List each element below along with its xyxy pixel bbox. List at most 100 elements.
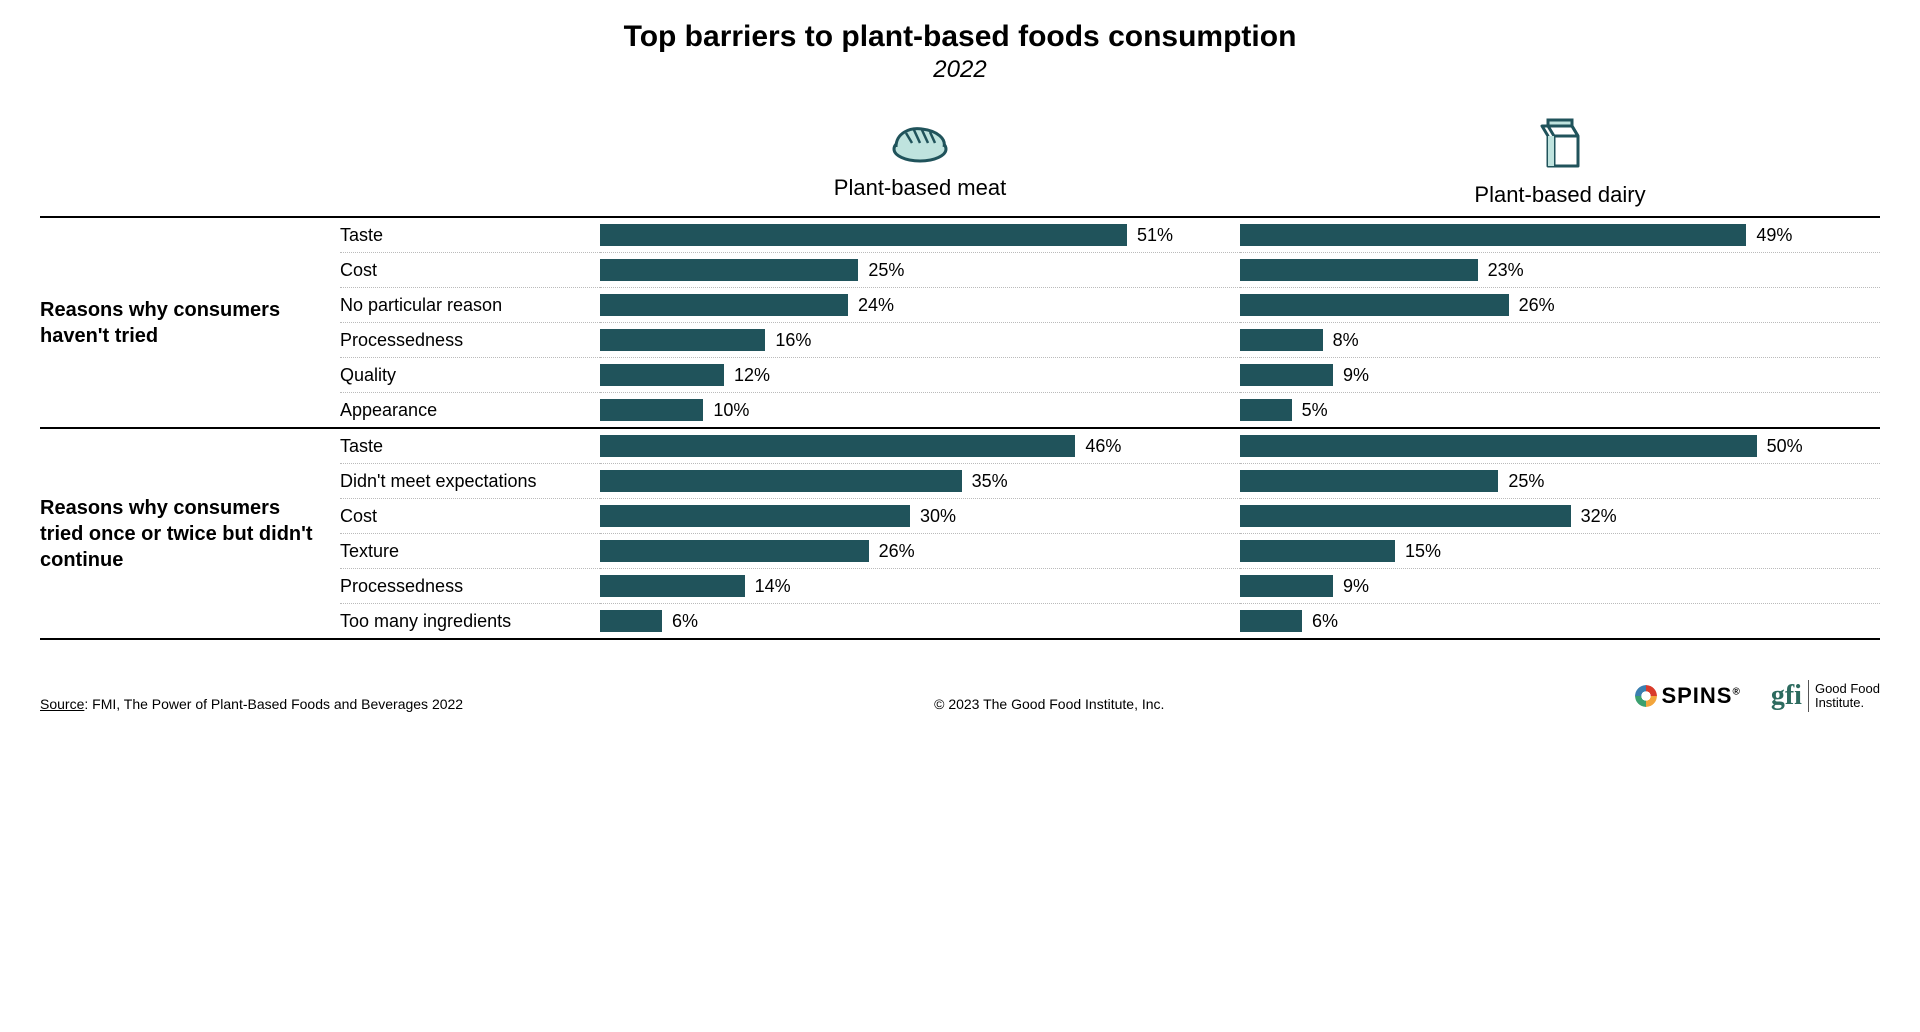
bar-value-label: 5%: [1302, 400, 1328, 421]
bar: [600, 575, 745, 597]
chart-title: Top barriers to plant-based foods consum…: [40, 20, 1880, 54]
bar-value-label: 24%: [858, 295, 894, 316]
bar-value-label: 26%: [879, 541, 915, 562]
bar: [600, 364, 724, 386]
logos: SPINS® gfi Good FoodInstitute.: [1635, 680, 1880, 712]
bar-value-label: 46%: [1085, 436, 1121, 457]
spins-globe-icon: [1635, 685, 1657, 707]
bar-cell: 10%: [600, 393, 1240, 427]
bar-value-label: 12%: [734, 365, 770, 386]
bar: [600, 610, 662, 632]
row-label: Processedness: [340, 570, 600, 604]
bar-value-label: 49%: [1756, 225, 1792, 246]
bar-cell: 49%: [1240, 218, 1880, 253]
source-label: Source: [40, 696, 84, 712]
dairy-icon: [1538, 114, 1582, 172]
bar-value-label: 51%: [1137, 225, 1173, 246]
bar: [1240, 294, 1509, 316]
bar-value-label: 50%: [1767, 436, 1803, 457]
bar: [600, 224, 1127, 246]
bar-value-label: 16%: [775, 330, 811, 351]
column-header: Plant-based dairy: [1240, 114, 1880, 216]
row-label: Taste: [340, 430, 600, 464]
section-heading: Reasons why consumers tried once or twic…: [40, 495, 340, 573]
section-rule: [40, 638, 1880, 640]
bar: [1240, 259, 1478, 281]
bar-cell: 5%: [1240, 393, 1880, 427]
row-label: Processedness: [340, 324, 600, 358]
source: Source: FMI, The Power of Plant-Based Fo…: [40, 696, 463, 712]
row-label: Taste: [340, 219, 600, 253]
bar-value-label: 8%: [1333, 330, 1359, 351]
bar-cell: 23%: [1240, 253, 1880, 288]
bar-value-label: 35%: [972, 471, 1008, 492]
bar-cell: 51%: [600, 218, 1240, 253]
copyright: © 2023 The Good Food Institute, Inc.: [934, 696, 1164, 712]
gfi-mark: gfi: [1771, 680, 1802, 712]
bar: [600, 505, 910, 527]
bar: [1240, 575, 1333, 597]
bar-cell: 32%: [1240, 499, 1880, 534]
chart-grid: Plant-based meat Plant-based dairy Reaso…: [40, 114, 1880, 640]
bar-value-label: 9%: [1343, 576, 1369, 597]
bar: [600, 540, 869, 562]
bar-cell: 9%: [1240, 358, 1880, 393]
bar-value-label: 10%: [713, 400, 749, 421]
bar-value-label: 14%: [755, 576, 791, 597]
bar: [1240, 224, 1746, 246]
row-label: Didn't meet expectations: [340, 465, 600, 499]
gfi-text: Good FoodInstitute.: [1815, 682, 1880, 711]
source-text: : FMI, The Power of Plant-Based Foods an…: [84, 696, 463, 712]
row-label: Quality: [340, 359, 600, 393]
column-header-label: Plant-based dairy: [1240, 182, 1880, 208]
section-heading: Reasons why consumers haven't tried: [40, 297, 340, 349]
bar: [1240, 540, 1395, 562]
bar-value-label: 9%: [1343, 365, 1369, 386]
bar: [600, 470, 962, 492]
bar-cell: 26%: [1240, 288, 1880, 323]
footer: Source: FMI, The Power of Plant-Based Fo…: [40, 680, 1880, 712]
bar-cell: 6%: [1240, 604, 1880, 638]
bar: [1240, 470, 1498, 492]
bar-value-label: 25%: [1508, 471, 1544, 492]
bar-cell: 14%: [600, 569, 1240, 604]
bar-value-label: 25%: [868, 260, 904, 281]
bar-cell: 16%: [600, 323, 1240, 358]
chart-subtitle: 2022: [40, 56, 1880, 84]
column-header-label: Plant-based meat: [600, 175, 1240, 201]
bar: [1240, 329, 1323, 351]
row-label: Appearance: [340, 394, 600, 427]
bar: [600, 435, 1075, 457]
bar-cell: 9%: [1240, 569, 1880, 604]
bar-cell: 15%: [1240, 534, 1880, 569]
bar-cell: 12%: [600, 358, 1240, 393]
row-label: Cost: [340, 254, 600, 288]
row-label: Too many ingredients: [340, 605, 600, 638]
bar-cell: 30%: [600, 499, 1240, 534]
bar-cell: 24%: [600, 288, 1240, 323]
bar-cell: 35%: [600, 464, 1240, 499]
bar: [1240, 505, 1571, 527]
bar-cell: 8%: [1240, 323, 1880, 358]
bar: [600, 329, 765, 351]
bar-value-label: 30%: [920, 506, 956, 527]
bar-value-label: 26%: [1519, 295, 1555, 316]
bar: [600, 294, 848, 316]
bar-cell: 50%: [1240, 429, 1880, 464]
row-label: Cost: [340, 500, 600, 534]
meat-icon: [888, 121, 952, 165]
column-header: Plant-based meat: [600, 121, 1240, 209]
title-block: Top barriers to plant-based foods consum…: [40, 20, 1880, 84]
bar-cell: 25%: [1240, 464, 1880, 499]
row-label: No particular reason: [340, 289, 600, 323]
row-label: Texture: [340, 535, 600, 569]
bar-cell: 46%: [600, 429, 1240, 464]
gfi-divider: [1808, 680, 1809, 712]
bar-value-label: 6%: [672, 611, 698, 632]
bar: [1240, 364, 1333, 386]
bar: [600, 259, 858, 281]
logo-spins: SPINS®: [1635, 683, 1740, 709]
bar-value-label: 6%: [1312, 611, 1338, 632]
bar-cell: 26%: [600, 534, 1240, 569]
bar: [1240, 399, 1292, 421]
